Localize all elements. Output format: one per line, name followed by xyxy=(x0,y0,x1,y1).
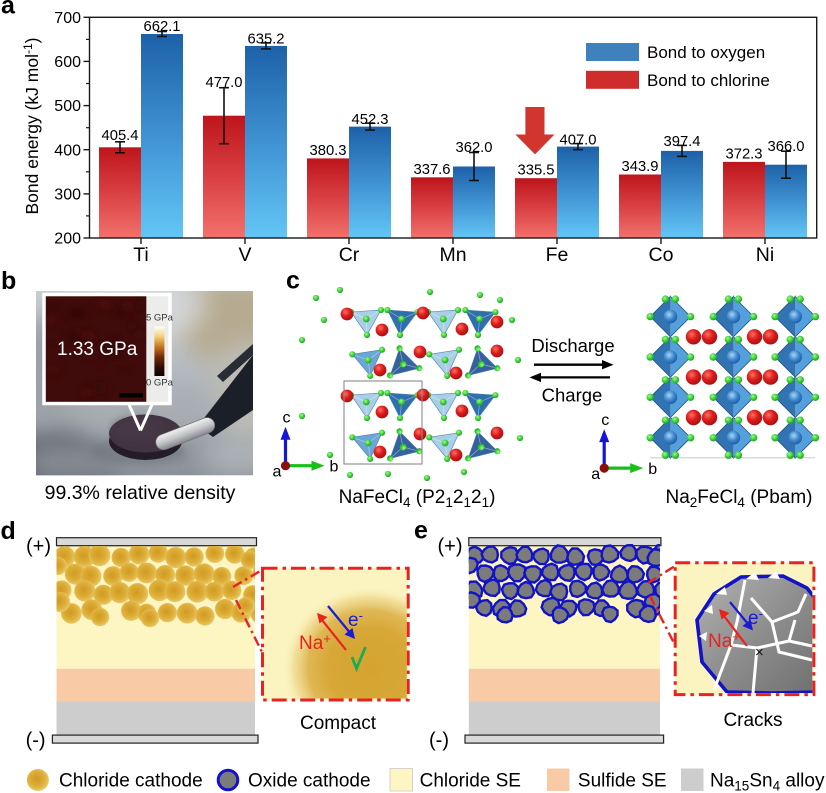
svg-text:Ni: Ni xyxy=(756,244,774,266)
svg-text:500: 500 xyxy=(54,98,81,115)
svg-text:600: 600 xyxy=(54,54,81,71)
svg-text:a: a xyxy=(1,0,16,20)
svg-text:662.1: 662.1 xyxy=(143,19,180,35)
svg-text:Discharge: Discharge xyxy=(531,335,614,356)
svg-text:Bond to oxygen: Bond to oxygen xyxy=(647,43,765,62)
svg-text:Fe: Fe xyxy=(546,244,569,266)
svg-text:NaFeCl4 (P212121): NaFeCl4 (P212121) xyxy=(339,487,496,510)
svg-text:Na+: Na+ xyxy=(708,629,740,652)
svg-text:Ti: Ti xyxy=(133,244,149,266)
svg-text:5 GPa: 5 GPa xyxy=(146,313,174,324)
svg-text:200: 200 xyxy=(54,231,81,248)
svg-text:(+): (+) xyxy=(26,536,51,558)
svg-text:343.9: 343.9 xyxy=(621,159,658,175)
svg-text:b: b xyxy=(1,267,16,295)
svg-text:Cr: Cr xyxy=(339,244,360,266)
svg-text:477.0: 477.0 xyxy=(205,75,242,91)
svg-text:397.4: 397.4 xyxy=(663,134,700,150)
svg-text:Chloride cathode: Chloride cathode xyxy=(59,771,203,792)
svg-text:366.0: 366.0 xyxy=(767,139,804,155)
svg-text:300: 300 xyxy=(54,187,81,204)
svg-text:c: c xyxy=(283,410,291,427)
svg-text:452.3: 452.3 xyxy=(351,112,388,128)
svg-text:700: 700 xyxy=(54,10,81,27)
svg-text:c: c xyxy=(601,412,609,429)
svg-text:e: e xyxy=(414,517,428,545)
svg-text:d: d xyxy=(1,517,16,545)
svg-text:Bond to chlorine: Bond to chlorine xyxy=(647,71,770,90)
svg-text:372.3: 372.3 xyxy=(725,146,762,162)
svg-text:405.4: 405.4 xyxy=(101,128,138,144)
svg-text:Chloride SE: Chloride SE xyxy=(420,771,521,792)
svg-text:Co: Co xyxy=(649,244,674,266)
svg-text:380.3: 380.3 xyxy=(309,143,346,159)
svg-text:Oxide cathode: Oxide cathode xyxy=(248,771,371,792)
svg-text:335.5: 335.5 xyxy=(517,163,554,179)
svg-text:407.0: 407.0 xyxy=(559,132,596,148)
svg-text:c: c xyxy=(286,267,300,295)
svg-text:(-): (-) xyxy=(26,730,46,752)
svg-text:Na+: Na+ xyxy=(299,631,331,654)
svg-text:400: 400 xyxy=(54,142,81,159)
svg-text:Cracks: Cracks xyxy=(723,710,782,731)
svg-text:99.3% relative density: 99.3% relative density xyxy=(45,482,236,504)
svg-text:a: a xyxy=(273,464,282,481)
svg-text:b: b xyxy=(648,461,657,478)
svg-text:Na2FeCl4 (Pbam): Na2FeCl4 (Pbam) xyxy=(665,487,812,510)
svg-text:Na15Sn4 alloy: Na15Sn4 alloy xyxy=(710,771,825,793)
svg-text:a: a xyxy=(591,466,600,483)
svg-text:Bond energy (kJ mol-1): Bond energy (kJ mol-1) xyxy=(21,38,42,215)
svg-text:Sulfide SE: Sulfide SE xyxy=(578,771,667,792)
svg-text:Charge: Charge xyxy=(542,385,603,406)
svg-text:337.6: 337.6 xyxy=(413,162,450,178)
svg-text:Compact: Compact xyxy=(300,713,377,734)
svg-text:V: V xyxy=(238,244,251,266)
svg-text:1.33 GPa: 1.33 GPa xyxy=(57,339,138,360)
svg-text:362.0: 362.0 xyxy=(455,140,492,156)
svg-text:(+): (+) xyxy=(438,536,463,558)
svg-text:b: b xyxy=(330,459,339,476)
svg-text:635.2: 635.2 xyxy=(247,32,284,48)
svg-text:(-): (-) xyxy=(429,730,449,752)
svg-text:0 GPa: 0 GPa xyxy=(146,378,174,389)
svg-text:×: × xyxy=(755,644,764,661)
svg-text:Mn: Mn xyxy=(439,244,466,266)
